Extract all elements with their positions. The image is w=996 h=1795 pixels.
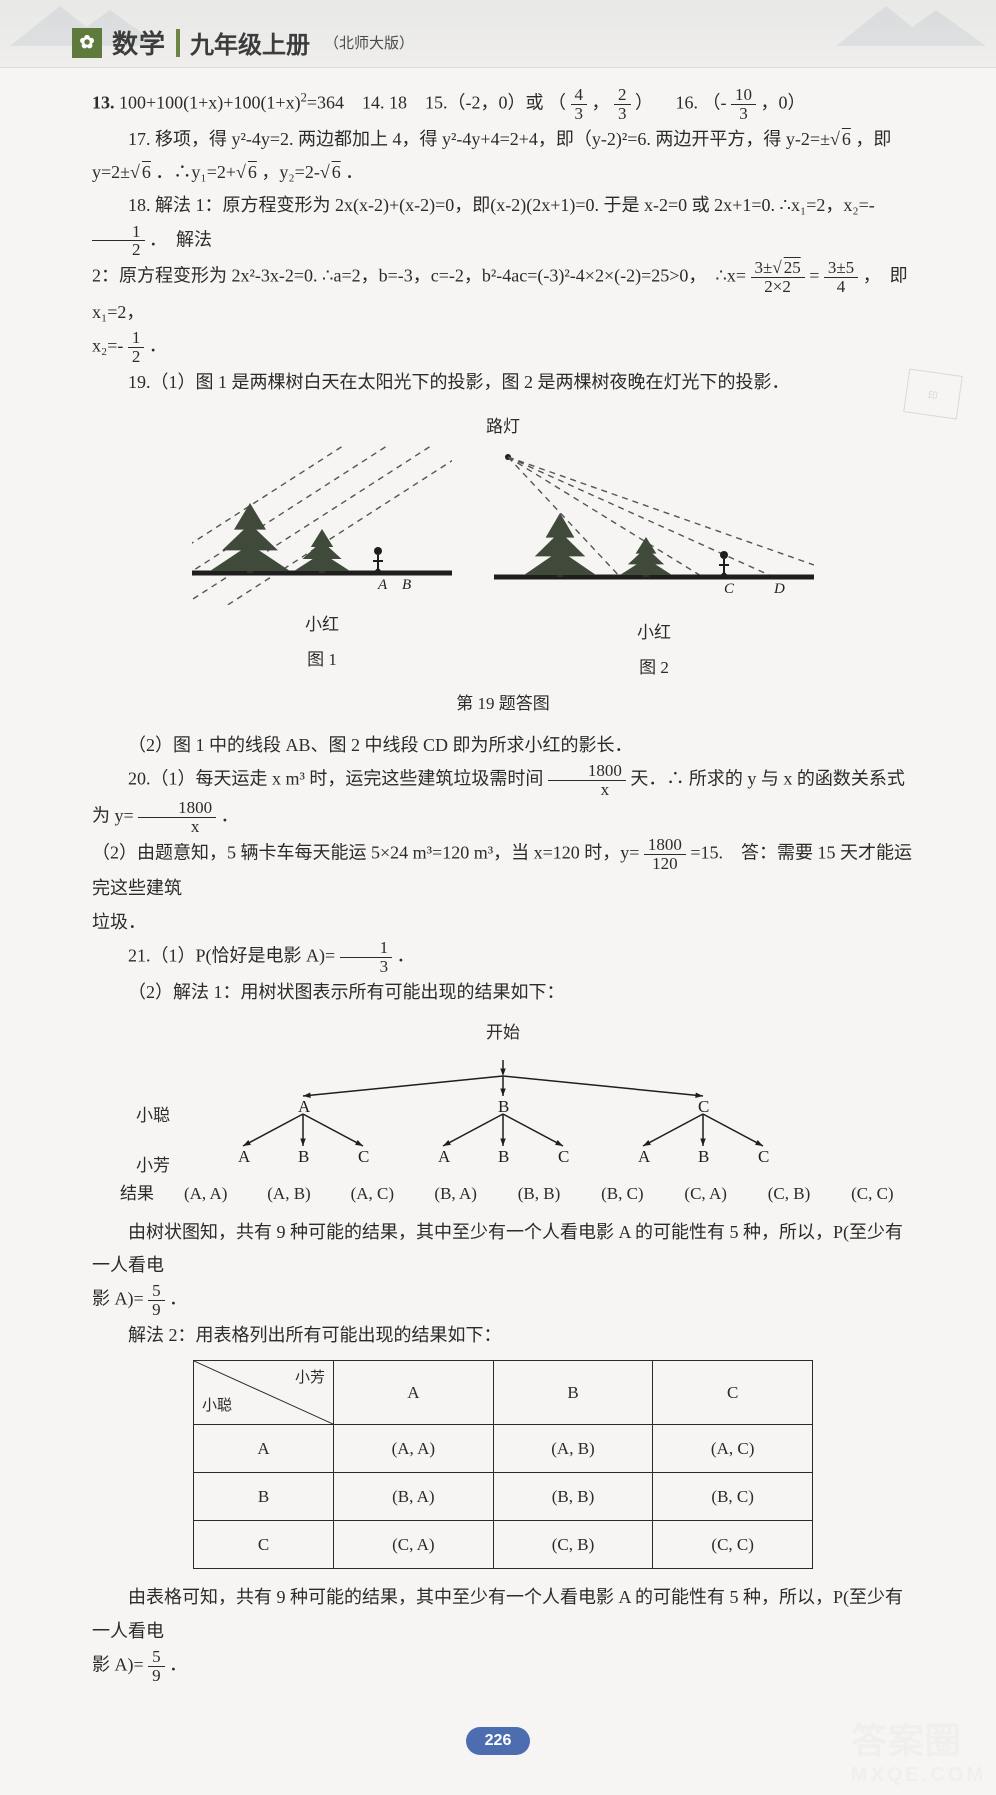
svg-text:A: A [377,577,388,593]
table-row: C (C, A) (C, B) (C, C) [194,1521,813,1569]
subject-label: 数学 [112,24,166,61]
svg-text:C: C [558,1147,569,1166]
title-bar: ✿ 数学 九年级上册 （北师大版） [72,24,414,61]
svg-text:A: A [438,1147,451,1166]
line-19-2: （2）图 1 中的线段 AB、图 2 中线段 CD 即为所求小红的影长． [92,729,914,762]
line-20-3: 垃圾． [92,906,914,939]
svg-text:C: C [358,1147,369,1166]
svg-text:D: D [773,581,785,597]
line-21-sum-b: 影 A)= 59 ． [92,1282,914,1319]
svg-text:C: C [724,581,735,597]
tree-outcome: (B, B) [497,1178,580,1209]
svg-text:B: B [298,1147,309,1166]
line-21-1: 21.（1）P(恰好是电影 A)= 13 ． [92,939,914,976]
figure-title: 第 19 题答图 [92,688,914,719]
grade-label: 九年级上册 [190,25,310,60]
stamp-mark: 印 [903,368,963,419]
lamp-label: 路灯 [92,411,914,442]
svg-text:C: C [758,1147,769,1166]
tree-outcome: (C, C) [831,1178,914,1209]
svg-text:B: B [498,1097,509,1116]
col-head-C: C [653,1361,813,1425]
line-13: 13. 100+100(1+x)+100(1+x)2=364 14. 18 15… [92,86,914,123]
svg-text:B: B [498,1147,509,1166]
line-18c: x₂=- 12 ． [92,329,914,366]
line-21-sum-a: 由树状图知，共有 9 种可能的结果，其中至少有一个人看电影 A 的可能性有 5 … [92,1216,914,1283]
leaf-icon: ✿ [72,28,102,58]
tree-outcome: (B, A) [414,1178,497,1209]
line-20-1: 20.（1）每天运走 x m³ 时，运完这些建筑垃圾需时间 1800x 天．∴ … [92,762,914,835]
header-band: ✿ 数学 九年级上册 （北师大版） [0,0,996,68]
figure-1: AB 小红 图 1 [192,445,452,684]
tree-outcome: (B, C) [581,1178,664,1209]
tree-outcome: (A, A) [164,1178,247,1209]
tree-row1-label: 小聪 [108,1100,180,1131]
watermark: 答案圈 MXQE.COM [851,1712,986,1787]
line-21-tab-a: 由表格可知，共有 9 种可能的结果，其中至少有一个人看电影 A 的可能性有 5 … [92,1581,914,1648]
svg-text:B: B [402,577,411,593]
tree-outcomes: (A, A)(A, B)(A, C)(B, A)(B, B)(B, C)(C, … [164,1178,914,1209]
divider-bar [176,29,180,57]
tree-outcome: (C, B) [747,1178,830,1209]
diag-header: 小芳 小聪 [194,1361,334,1425]
figure-2: CD 小红 图 2 [494,445,814,684]
edition-label: （北师大版） [324,32,414,53]
line-20-2: （2）由题意知，5 辆卡车每天能运 5×24 m³=120 m³，当 x=120… [92,836,914,906]
line-21-2: （2）解法 1：用树状图表示所有可能出现的结果如下： [92,976,914,1009]
col-head-B: B [493,1361,653,1425]
svg-text:B: B [698,1147,709,1166]
svg-text:C: C [698,1097,709,1116]
table-row: B (B, A) (B, B) (B, C) [194,1473,813,1521]
page-number: 226 [466,1727,530,1755]
tree-start-label: 开始 [92,1017,914,1048]
line-17: 17. 移项，得 y²-4y=2. 两边都加上 4，得 y²-4y+4=2+4，… [92,123,914,190]
tree-outcome: (A, B) [247,1178,330,1209]
svg-text:A: A [238,1147,251,1166]
figure-19: 路灯 AB 小红 图 1 CD 小红 图 2 第 19 题答图 [92,411,914,719]
svg-text:A: A [638,1147,651,1166]
line-18b: 2：原方程变形为 2x²-3x-2=0. ∴a=2，b=-3，c=-2，b²-4… [92,259,914,329]
tree-outcome: (C, A) [664,1178,747,1209]
line-18a: 18. 解法 1：原方程变形为 2x(x-2)+(x-2)=0，即(x-2)(2… [92,189,914,259]
line-19-1: 19.（1）图 1 是两棵树白天在太阳光下的投影，图 2 是两棵树夜晚在灯光下的… [92,366,914,399]
line-21-m2: 解法 2：用表格列出所有可能出现的结果如下： [92,1319,914,1352]
table-row: A (A, A) (A, B) (A, C) [194,1425,813,1473]
col-head-A: A [334,1361,494,1425]
page: ✿ 数学 九年级上册 （北师大版） 印 13. 100+100(1+x)+100… [0,0,996,1795]
tree-outcome: (A, C) [331,1178,414,1209]
tree-row2-label: 小芳 [108,1150,180,1181]
tree-diagram: 开始 A A B C B A B C C A B C 小聪 小芳 结果 (A, A)(A, B)(A,… [92,1017,914,1210]
tree-result-label: 结果 [92,1178,164,1209]
content: 13. 100+100(1+x)+100(1+x)2=364 14. 18 15… [0,68,996,1715]
svg-text:A: A [298,1097,311,1116]
outcome-table: 小芳 小聪 A B C A (A, A) (A, B) (A, C) B (B,… [193,1360,813,1569]
line-21-tab-b: 影 A)= 59 ． [92,1648,914,1685]
